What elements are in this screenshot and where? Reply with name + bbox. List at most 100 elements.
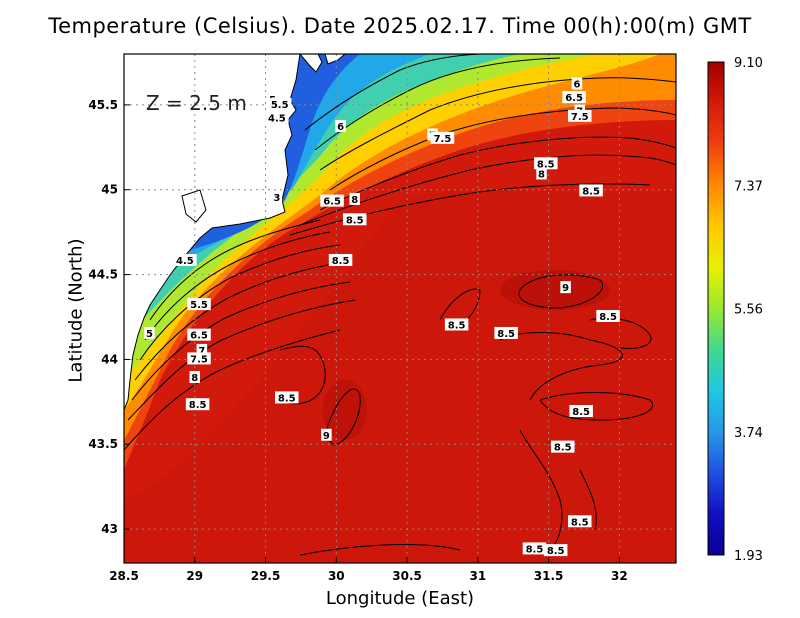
contour-label: 8.5: [328, 253, 353, 267]
svg-text:5: 5: [146, 329, 153, 340]
x-tick-label: 30.5: [392, 569, 422, 583]
x-axis: 28.5 29 29.5 30 30.5 31 31.5 32: [109, 557, 628, 583]
y-tick-label: 44: [101, 352, 118, 366]
svg-text:7.5: 7.5: [190, 354, 208, 365]
contour-label: 8.5: [579, 184, 603, 197]
svg-text:8.5: 8.5: [332, 256, 350, 267]
contour-label: 4.5: [265, 111, 289, 124]
contour-label: 8: [189, 371, 201, 384]
svg-text:9: 9: [562, 283, 569, 294]
contour-label: 8.5: [543, 544, 568, 557]
svg-text:8.5: 8.5: [537, 159, 555, 170]
colorbar: [707, 61, 725, 556]
figure-title: Temperature (Celsius). Date 2025.02.17. …: [48, 14, 752, 38]
x-tick-label: 31: [469, 569, 486, 583]
land-mass: [124, 54, 301, 411]
x-tick-label: 28.5: [109, 569, 139, 583]
x-axis-label: Longitude (East): [325, 588, 475, 609]
svg-text:8: 8: [538, 169, 545, 180]
svg-text:6: 6: [337, 122, 344, 133]
svg-text:4.5: 4.5: [268, 113, 286, 124]
contour-label: 8.5: [534, 157, 558, 170]
x-tick-label: 31.5: [534, 569, 564, 583]
svg-text:8.5: 8.5: [346, 215, 364, 226]
contour-label: 8.5: [444, 318, 469, 331]
contour-label: 8.5: [568, 515, 592, 528]
svg-text:6: 6: [573, 80, 580, 91]
contour-label: 5.5: [187, 298, 211, 311]
svg-text:8.5: 8.5: [599, 312, 617, 323]
svg-text:6.5: 6.5: [565, 93, 583, 104]
contour-label: 7.5: [187, 352, 211, 365]
svg-text:5.5: 5.5: [271, 100, 289, 111]
contour-label: 8.5: [342, 213, 367, 226]
y-tick-label: 45.5: [88, 98, 118, 112]
svg-text:8.5: 8.5: [497, 329, 515, 340]
svg-text:7.5: 7.5: [571, 112, 589, 123]
contour-label: 8: [536, 167, 547, 180]
grid-lines: [124, 54, 676, 563]
x-tick-label: 30: [328, 569, 345, 583]
contour-label: 9: [321, 428, 332, 442]
contour-label: 5.5: [267, 97, 292, 111]
svg-text:8.5: 8.5: [554, 443, 572, 454]
svg-text:6.5: 6.5: [190, 331, 208, 342]
colorbar-tick-label: 7.37: [734, 179, 763, 194]
y-tick-label: 43: [101, 522, 118, 536]
contour-label: 8: [349, 192, 360, 206]
y-tick-label: 43.5: [88, 437, 118, 451]
y-axis: 43 43.5 44 44.5 45 45.5: [88, 98, 130, 536]
y-axis-label: Latitude (North): [65, 238, 87, 383]
colorbar-ticks: 9.10 7.37 5.56 3.74 1.93: [734, 56, 763, 564]
svg-text:4.5: 4.5: [176, 256, 194, 267]
contour-label: 8.5: [494, 326, 518, 340]
colorbar-tick-label: 1.93: [734, 549, 763, 564]
contour-label: 6: [571, 77, 583, 91]
svg-text:3: 3: [273, 193, 280, 204]
colorbar-tick-label: 9.10: [734, 56, 763, 71]
contour-label: 5: [144, 326, 155, 340]
contour-label: 8.5: [551, 440, 575, 454]
svg-text:7.5: 7.5: [434, 134, 452, 145]
svg-text:8.5: 8.5: [448, 320, 466, 331]
svg-text:7: 7: [198, 346, 205, 357]
svg-text:8.5: 8.5: [547, 546, 565, 557]
contour-label: 3: [271, 191, 283, 204]
x-tick-label: 29.5: [251, 569, 281, 583]
svg-text:6.5: 6.5: [323, 197, 341, 208]
contour-label: 8.5: [569, 404, 593, 418]
svg-text:5.5: 5.5: [190, 300, 208, 311]
contour-label: 4.5: [173, 253, 197, 267]
contour-labels: 55.566.577.588.598.58.58.58.58.58.58.54.…: [144, 77, 620, 557]
colorbar-tick-label: 3.74: [734, 426, 763, 441]
contour-label: 8.5: [596, 309, 620, 323]
contour-label: 6: [335, 119, 346, 133]
svg-text:8.5: 8.5: [572, 407, 590, 418]
depth-label: Z = 2.5 m: [146, 91, 247, 115]
contour-label: 7.5: [430, 131, 455, 145]
contour-label: 8.5: [275, 391, 299, 404]
contour-label: 9: [560, 281, 571, 294]
svg-text:8.5: 8.5: [571, 517, 589, 528]
colorbar-tick-label: 5.56: [734, 303, 763, 318]
contour-label: 6.5: [562, 91, 586, 104]
svg-text:8.5: 8.5: [278, 393, 296, 404]
y-tick-label: 44.5: [88, 268, 118, 282]
contour-label: 8.5: [185, 398, 210, 411]
svg-text:9: 9: [323, 431, 330, 442]
x-tick-label: 29: [186, 569, 203, 583]
svg-text:8.5: 8.5: [526, 544, 544, 555]
contour-label: 6.5: [320, 194, 344, 208]
x-tick-label: 32: [611, 569, 628, 583]
contour-label: 8.5: [522, 542, 547, 555]
y-tick-label: 45: [101, 183, 118, 197]
svg-text:8.5: 8.5: [189, 400, 207, 411]
contour-label: 7.5: [568, 109, 592, 123]
svg-text:8.5: 8.5: [582, 186, 600, 197]
contour-label: 7: [196, 343, 208, 357]
svg-text:8: 8: [191, 373, 198, 384]
temperature-field: [124, 54, 676, 563]
contour-label: 6.5: [187, 328, 211, 342]
